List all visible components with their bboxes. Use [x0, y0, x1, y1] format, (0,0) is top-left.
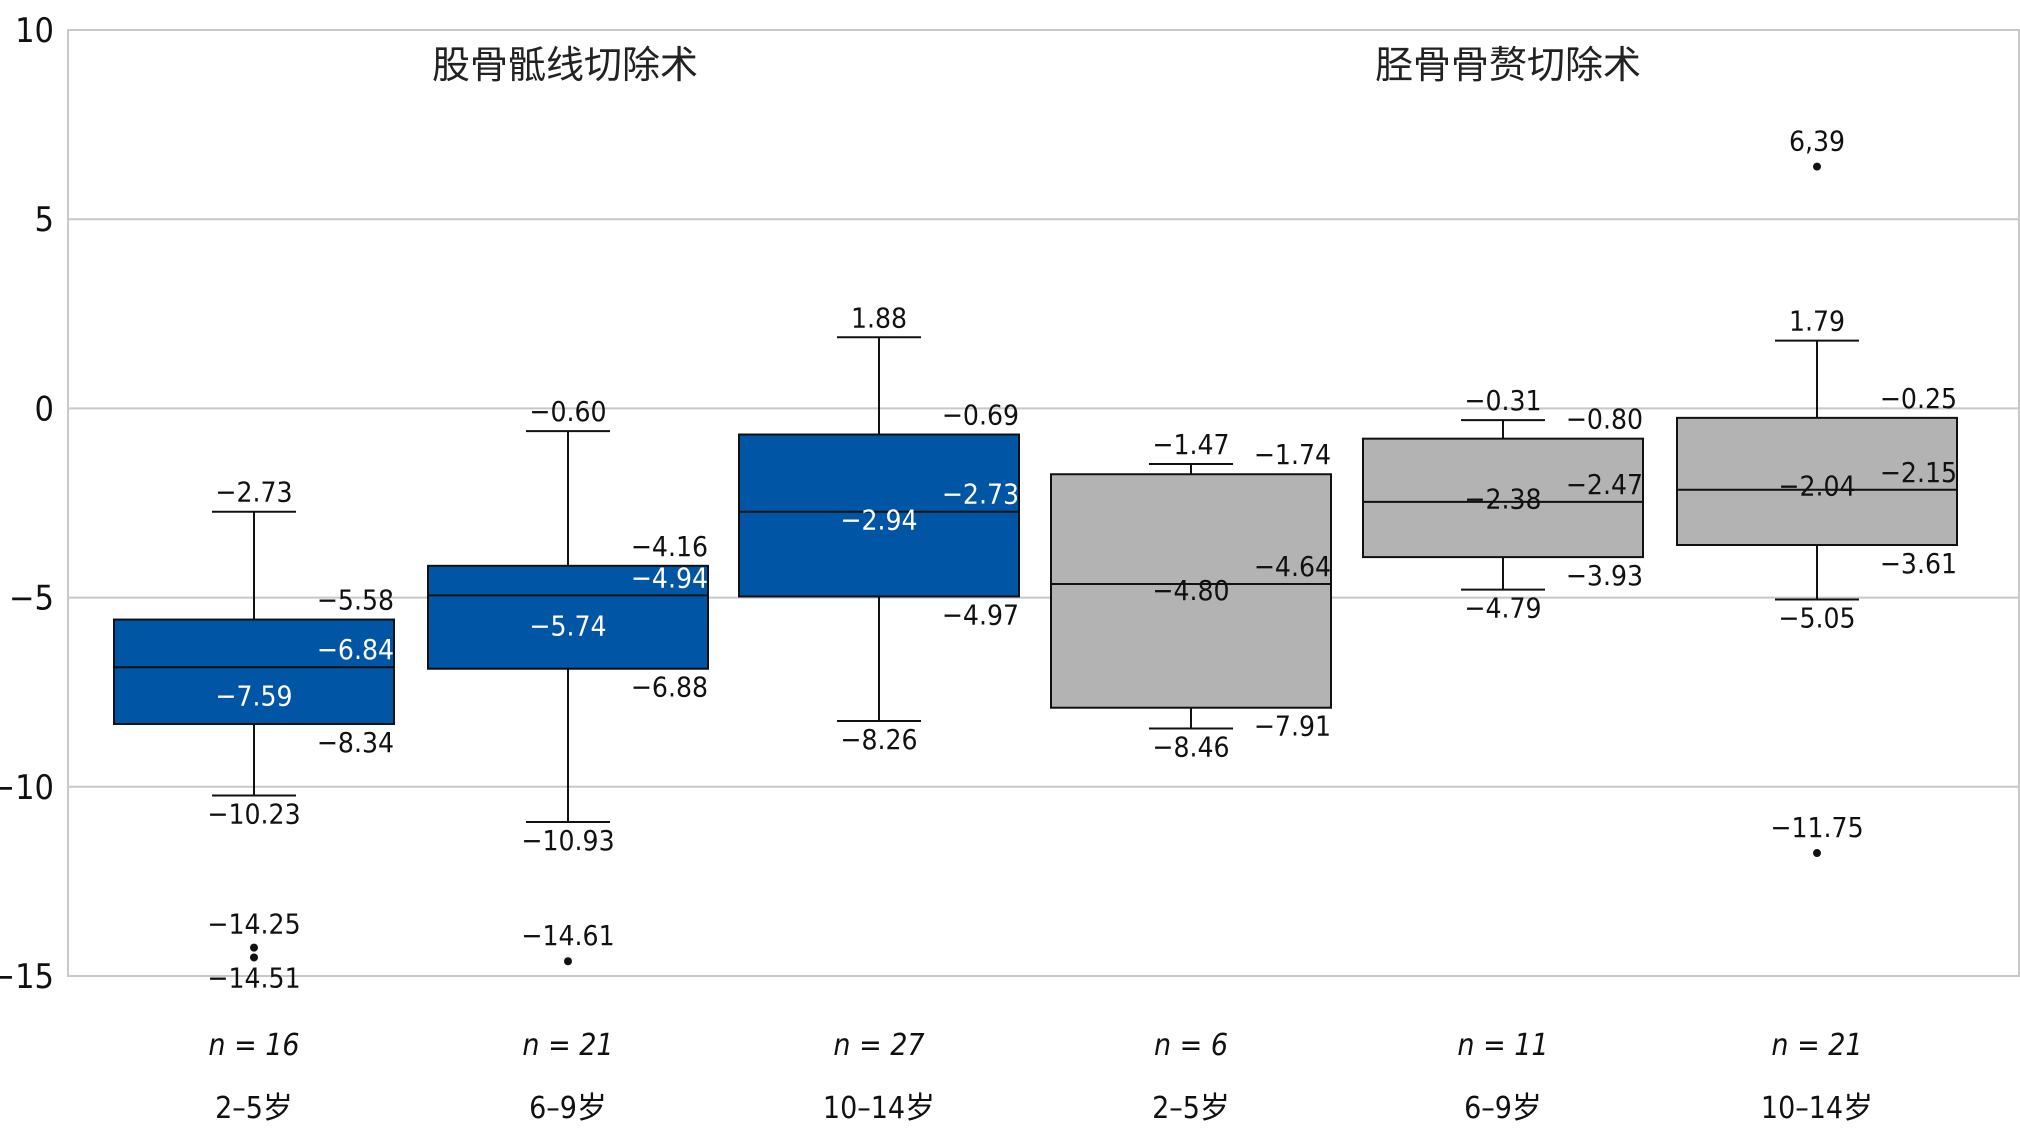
sample-size-label: n = 21: [1771, 1028, 1862, 1063]
age-category-label: 6–9岁: [529, 1091, 607, 1126]
box-2: −0.60 −10.93 −4.16 −6.88 −4.94 −5.74 −14.61: [427, 395, 709, 966]
box-4: −1.47 −8.46 −1.74 −7.91 −4.64 −4.80: [1050, 428, 1332, 764]
y-tick-label: 5: [35, 200, 54, 240]
mean-label: −5.74: [529, 610, 606, 643]
whisker-low-label: −8.26: [840, 723, 917, 756]
median-label: −2.15: [1880, 456, 1957, 489]
q1-label: −3.61: [1880, 547, 1957, 580]
age-category-label: 10–14岁: [823, 1091, 935, 1126]
box-iqr: [1676, 416, 1958, 547]
mean-label: −4.80: [1152, 574, 1229, 607]
q3-label: −4.16: [631, 530, 708, 563]
y-tick-label: 0: [35, 389, 54, 429]
outlier-point: [250, 943, 258, 952]
whisker-high-label: 1.88: [851, 301, 907, 334]
group-title-tibia: 胫骨骨赘切除术: [1375, 43, 1641, 87]
x-axis-labels: n = 16 2–5岁 n = 21 6–9岁 n = 27 10–14岁 n = 6 2–5…: [208, 1028, 1873, 1126]
q1-label: −8.34: [317, 726, 394, 759]
outlier-label: −14.51: [207, 961, 300, 994]
age-category-label: 2–5岁: [215, 1091, 293, 1126]
sample-size-label: n = 6: [1154, 1028, 1228, 1063]
whisker-low-label: −10.93: [521, 824, 614, 857]
whisker-low-label: −5.05: [1778, 601, 1855, 634]
q1-label: −4.97: [942, 598, 1019, 631]
box-iqr: [738, 433, 1020, 598]
q3-label: −0.25: [1880, 382, 1957, 415]
sample-size-label: n = 27: [833, 1028, 924, 1063]
q3-label: −1.74: [1254, 438, 1331, 471]
outlier-point: [564, 957, 572, 966]
q3-label: −5.58: [317, 584, 394, 617]
box-iqr: [1050, 473, 1332, 709]
box-3: 1.88 −8.26 −0.69 −4.97 −2.73 −2.94: [738, 301, 1020, 756]
y-tick-label: −10: [0, 768, 54, 808]
y-axis-ticks: 10 5 0 −5 −10 −15: [0, 11, 54, 997]
whisker-high-label: 1.79: [1789, 305, 1845, 338]
mean-label: −2.04: [1778, 470, 1855, 503]
outlier-label: 6,39: [1789, 125, 1845, 158]
q1-label: −6.88: [631, 671, 708, 704]
outlier-point: [1813, 849, 1821, 858]
sample-size-label: n = 11: [1457, 1028, 1548, 1063]
outlier-point: [1813, 162, 1821, 171]
age-category-label: 6–9岁: [1464, 1091, 1542, 1126]
median-label: −2.47: [1566, 468, 1643, 501]
q3-label: −0.69: [942, 399, 1019, 432]
q3-label: −0.80: [1566, 403, 1643, 436]
mean-label: −2.38: [1464, 482, 1541, 515]
q1-label: −3.93: [1566, 559, 1643, 592]
box-iqr: [427, 564, 709, 670]
whisker-low-label: −10.23: [207, 798, 300, 831]
group-title-femur: 股骨骶线切除术: [432, 43, 698, 87]
sample-size-label: n = 21: [522, 1028, 613, 1063]
whisker-high-label: −1.47: [1152, 428, 1229, 461]
outlier-label: −14.25: [207, 908, 300, 941]
whisker-low-label: −4.79: [1464, 592, 1541, 625]
whisker-high-label: −0.31: [1464, 384, 1541, 417]
y-tick-label: −15: [0, 957, 54, 997]
mean-label: −7.59: [215, 680, 292, 713]
age-category-label: 10–14岁: [1761, 1091, 1873, 1126]
y-tick-label: 10: [15, 11, 54, 51]
group-titles: 股骨骶线切除术 胫骨骨赘切除术: [432, 43, 1641, 87]
box-5: −0.31 −4.79 −0.80 −3.93 −2.47 −2.38: [1362, 384, 1644, 625]
box-iqr: [1362, 437, 1644, 559]
box-1: −2.73 −10.23 −5.58 −8.34 −6.84 −7.59 −14.25 −14…: [113, 476, 395, 994]
outlier-point: [250, 953, 258, 962]
whisker-high-label: −2.73: [215, 476, 292, 509]
median-label: −4.94: [631, 561, 708, 594]
median-label: −6.84: [317, 633, 394, 666]
median-label: −4.64: [1254, 550, 1331, 583]
outlier-label: −11.75: [1770, 811, 1863, 844]
whisker-high-label: −0.60: [529, 395, 606, 428]
gridlines: [68, 218, 2019, 788]
box-iqr: [113, 618, 395, 725]
median-label: −2.73: [942, 478, 1019, 511]
boxes: −2.73 −10.23 −5.58 −8.34 −6.84 −7.59 −14.25 −14…: [113, 125, 1958, 994]
q1-label: −7.91: [1254, 710, 1331, 743]
outlier-label: −14.61: [521, 919, 614, 952]
y-tick-label: −5: [9, 579, 54, 619]
mean-label: −2.94: [840, 504, 917, 537]
sample-size-label: n = 16: [208, 1028, 299, 1063]
whisker-low-label: −8.46: [1152, 731, 1229, 764]
box-6: 1.79 −5.05 −0.25 −3.61 −2.15 −2.04 6,39 −11.75: [1676, 125, 1958, 858]
age-category-label: 2–5岁: [1152, 1091, 1230, 1126]
